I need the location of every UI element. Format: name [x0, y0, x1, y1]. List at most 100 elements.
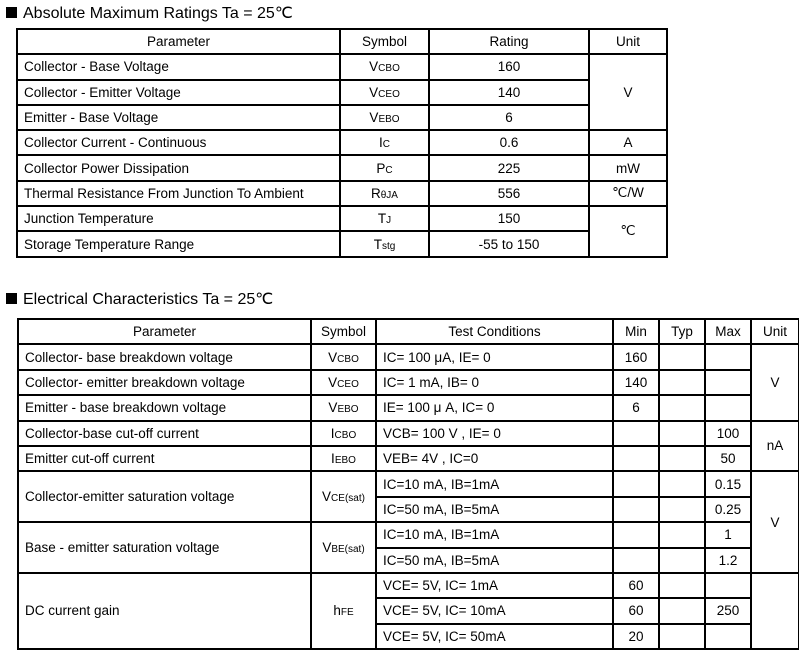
header-row: Parameter Symbol Test Conditions Min Typ Max U… — [17, 317, 799, 346]
table-row: Thermal Resistance From Junction To Ambi… — [16, 179, 668, 208]
square-bullet-icon — [6, 293, 17, 304]
symbol-subscript: CE(sat) — [331, 493, 365, 505]
table-row: Emitter - Base Voltage VEBO 6 — [16, 103, 667, 132]
rating-cell: 225 — [428, 154, 590, 182]
test-condition-cell: VCE= 5V, IC= 10mA — [375, 597, 614, 625]
max-cell: 50 — [704, 444, 752, 473]
min-cell — [612, 546, 660, 574]
symbol-cell: hFE — [310, 571, 377, 651]
symbol-subscript: EBO — [334, 455, 356, 467]
test-condition-cell: VCE= 5V, IC= 50mA — [375, 622, 614, 651]
rating-cell: 6 — [428, 103, 590, 132]
table-row: Storage Temperature Range Tstg -55 to 150 — [16, 230, 667, 258]
symbol-main: I — [379, 135, 383, 151]
typ-cell — [658, 495, 706, 524]
table-row: Collector-base cut-off current ICBO VCB= 1… — [17, 419, 799, 473]
column-header: Parameter — [17, 317, 312, 346]
parameter-cell: Base - emitter saturation voltage — [17, 521, 312, 574]
table-row: Collector Power Dissipation PC 225 mW — [16, 154, 668, 182]
column-header: Unit — [750, 317, 799, 346]
section-title-electrical: Electrical Characteristics Ta = 25℃ — [6, 289, 273, 309]
parameter-cell: Collector - Base Voltage — [16, 53, 341, 81]
max-cell: 1.2 — [704, 546, 752, 574]
column-header: Unit — [588, 27, 668, 56]
column-header: Parameter — [16, 27, 341, 56]
min-cell — [612, 521, 660, 549]
typ-cell — [658, 622, 706, 651]
parameter-cell: Collector - Emitter Voltage — [16, 78, 341, 106]
typ-cell — [658, 368, 706, 397]
rating-cell: -55 to 150 — [428, 230, 590, 258]
title-text: Electrical Characteristics Ta = 25℃ — [23, 291, 274, 308]
symbol-cell: VEBO — [339, 103, 430, 132]
symbol-cell: VEBO — [310, 394, 377, 422]
symbol-main: T — [373, 236, 382, 252]
symbol-subscript: C — [382, 139, 390, 151]
symbol-main: h — [333, 603, 341, 619]
symbol-subscript: CBO — [378, 63, 400, 75]
table-row: IC=50 mA, IB=5mA 0.25 — [18, 495, 799, 524]
parameter-cell: DC current gain — [17, 571, 312, 651]
table-row: Base - emitter saturation voltage VBE(sat… — [17, 521, 799, 574]
symbol-subscript: CBO — [334, 429, 357, 441]
min-cell: 20 — [612, 622, 660, 651]
column-header: Symbol — [310, 317, 377, 346]
test-condition-cell: IC=10 mA, IB=1mA — [375, 470, 614, 498]
symbol-subscript: BE(sat) — [331, 544, 365, 556]
unit-cell: mW — [588, 154, 668, 182]
symbol-main: I — [331, 451, 335, 467]
table-row: Junction Temperature TJ 150 ℃ — [16, 205, 668, 258]
unit-cell: ℃/W — [588, 179, 668, 208]
parameter-cell: Emitter - base breakdown voltage — [17, 394, 312, 422]
table-row: Collector-emitter saturation voltage VCE(… — [17, 470, 799, 574]
max-cell: 250 — [704, 597, 752, 625]
title-text: Absolute Maximum Ratings Ta = 25℃ — [23, 5, 293, 22]
table-row: Collector- emitter breakdown voltage VCEO… — [17, 368, 799, 397]
symbol-main: V — [369, 84, 379, 100]
symbol-cell: TJ — [339, 205, 430, 233]
parameter-cell: Emitter cut-off current — [17, 444, 312, 473]
table-row: DC current gain hFE VCE= 5V, IC= 1mA 60 — [17, 571, 799, 651]
header-row: Parameter Symbol Rating Unit — [16, 27, 668, 56]
symbol-subscript: stg — [381, 240, 396, 252]
symbol-subscript: CEO — [337, 378, 359, 390]
rating-cell: 160 — [428, 53, 590, 81]
parameter-cell: Storage Temperature Range — [16, 230, 341, 258]
min-cell: 60 — [612, 571, 660, 600]
symbol-cell: IEBO — [310, 444, 377, 473]
symbol-main: V — [369, 59, 379, 75]
symbol-cell: RθJA — [339, 179, 430, 208]
square-bullet-icon — [6, 7, 17, 18]
test-condition-cell: VCE= 5V, IC= 1mA — [375, 571, 614, 600]
absolute-max-ratings-table: Parameter Symbol Rating Unit Collector - Bas… — [16, 27, 668, 258]
rating-cell: 556 — [428, 179, 590, 208]
parameter-cell: Emitter - Base Voltage — [16, 103, 341, 132]
column-header: Symbol — [339, 27, 430, 56]
symbol-main: V — [322, 540, 332, 556]
unit-cell: V — [750, 343, 799, 422]
min-cell: 6 — [612, 394, 660, 422]
column-header: Max — [704, 317, 752, 346]
symbol-subscript: CEO — [378, 88, 400, 100]
column-header: Min — [612, 317, 660, 346]
test-condition-cell: IC= 100 μA, IE= 0 — [375, 343, 614, 371]
symbol-subscript: EBO — [378, 114, 400, 126]
column-header: Rating — [428, 27, 590, 56]
typ-cell — [658, 546, 706, 574]
min-cell — [612, 495, 660, 524]
table-row: IC=50 mA, IB=5mA 1.2 — [18, 546, 799, 574]
symbol-cell: Tstg — [339, 230, 430, 258]
parameter-cell: Collector Current - Continuous — [16, 129, 341, 157]
max-cell: 0.25 — [704, 495, 752, 524]
parameter-cell: Collector Power Dissipation — [16, 154, 341, 182]
typ-cell — [658, 597, 706, 625]
max-cell — [704, 368, 752, 397]
symbol-subscript: FE — [340, 607, 354, 619]
parameter-cell: Thermal Resistance From Junction To Ambi… — [16, 179, 341, 208]
max-cell — [704, 622, 752, 651]
unit-cell: nA — [750, 419, 799, 473]
rating-cell: 0.6 — [428, 129, 590, 157]
symbol-cell: PC — [339, 154, 430, 182]
rating-cell: 140 — [428, 78, 590, 106]
symbol-main: P — [376, 160, 386, 176]
